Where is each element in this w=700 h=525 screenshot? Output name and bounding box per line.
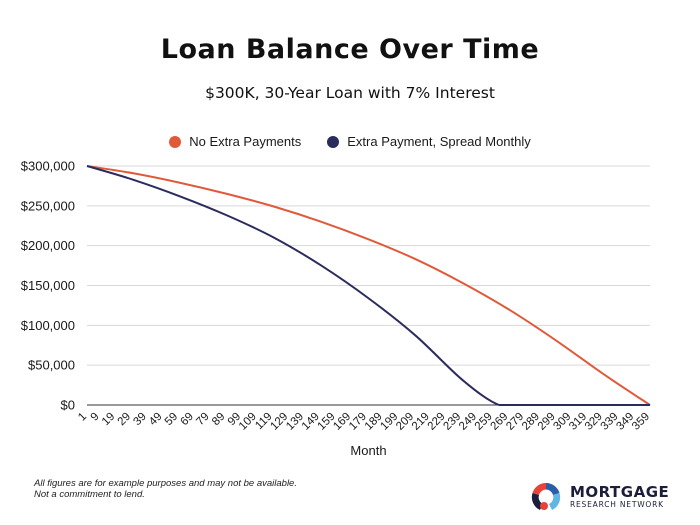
footnote: All figures are for example purposes and… bbox=[34, 478, 297, 500]
legend-label-extra-payment: Extra Payment, Spread Monthly bbox=[347, 134, 531, 149]
y-tick-label: $300,000 bbox=[21, 159, 75, 174]
footnote-line-1: All figures are for example purposes and… bbox=[34, 478, 297, 489]
logo-wordmark: MORTGAGE bbox=[570, 483, 670, 501]
chart-title: Loan Balance Over Time bbox=[160, 34, 540, 65]
legend-item-no-extra: No Extra Payments bbox=[169, 134, 301, 149]
legend-marker-no-extra bbox=[169, 135, 182, 148]
line-chart: $0 $50,000 $100,000 $150,000 $200,000 $250,00… bbox=[21, 159, 652, 459]
x-tick-label: 1 bbox=[76, 411, 89, 424]
y-tick-label: $100,000 bbox=[21, 318, 75, 333]
legend-label-no-extra: No Extra Payments bbox=[189, 134, 302, 149]
y-tick-label: $0 bbox=[61, 398, 75, 413]
x-tick-label: 359 bbox=[630, 411, 652, 433]
footnote-line-2: Not a commitment to lend. bbox=[34, 489, 145, 500]
y-tick-label: $50,000 bbox=[28, 358, 75, 373]
chart-subtitle: $300K, 30-Year Loan with 7% Interest bbox=[205, 84, 495, 102]
logo-icon bbox=[531, 482, 561, 510]
legend-marker-extra-payment bbox=[327, 135, 340, 148]
y-tick-label: $200,000 bbox=[21, 238, 75, 253]
x-axis-title: Month bbox=[350, 443, 386, 458]
legend: No Extra Payments Extra Payment, Spread … bbox=[0, 134, 700, 149]
mortgage-research-network-logo: MORTGAGE RESEARCH NETWORK bbox=[528, 479, 669, 515]
legend-item-extra-payment: Extra Payment, Spread Monthly bbox=[327, 134, 531, 149]
y-tick-label: $150,000 bbox=[21, 278, 75, 293]
series-line-no-extra bbox=[86, 165, 651, 406]
logo-tagline: RESEARCH NETWORK bbox=[570, 500, 664, 509]
y-tick-label: $250,000 bbox=[21, 198, 75, 213]
x-tick-label: 9 bbox=[89, 411, 102, 424]
series-line-extra-payment bbox=[86, 165, 650, 406]
